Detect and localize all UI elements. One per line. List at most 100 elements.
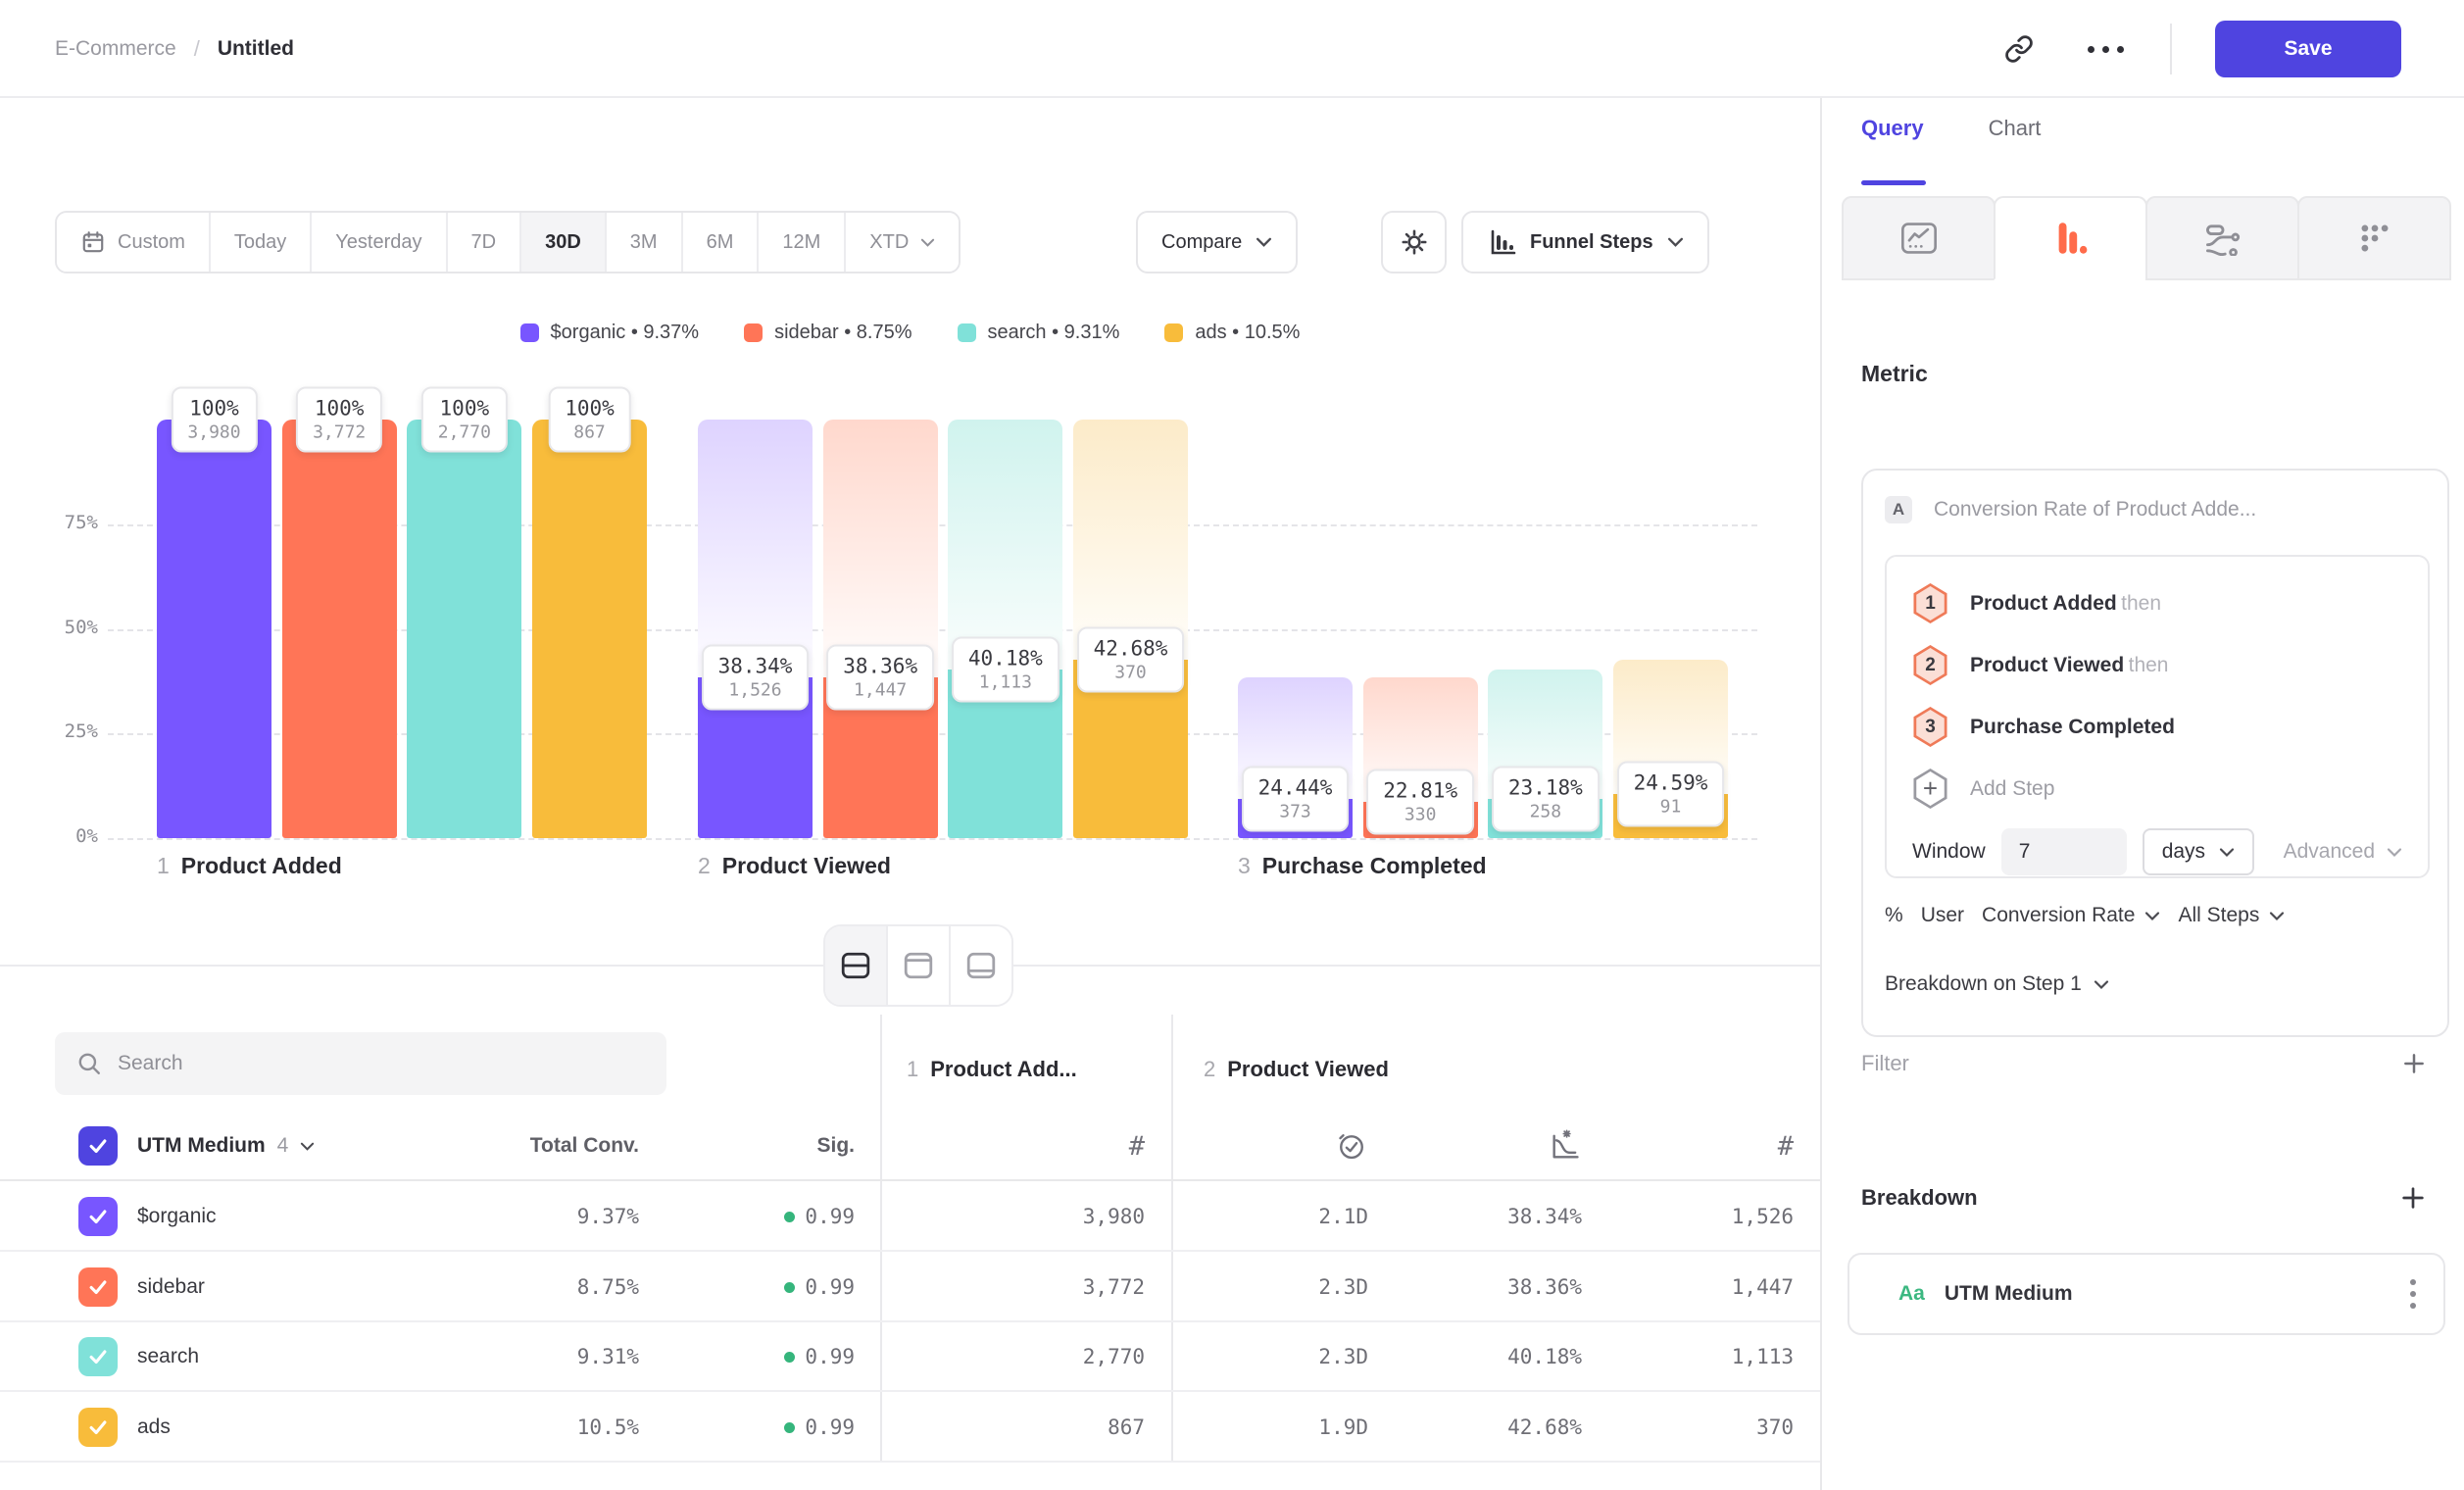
date-tab-6m[interactable]: 6M <box>683 213 760 272</box>
funnel-bar-search-step1[interactable] <box>407 420 521 838</box>
legend-swatch <box>520 323 539 342</box>
add-step-button[interactable]: + Add Step <box>1887 758 2428 820</box>
date-tab-30d[interactable]: 30D <box>521 213 607 272</box>
badge-percent: 23.18% <box>1508 776 1583 800</box>
step-label-3: 3Purchase Completed <box>1238 853 1487 879</box>
funnel-steps-icon <box>1487 227 1516 257</box>
active-tab-underline <box>1861 180 1926 185</box>
select-all-checkbox[interactable] <box>78 1126 118 1166</box>
save-button[interactable]: Save <box>2215 21 2401 77</box>
window-unit-select[interactable]: days <box>2143 828 2254 875</box>
table-search <box>55 1032 666 1095</box>
date-tab-today[interactable]: Today <box>211 213 312 272</box>
kebab-menu-icon[interactable] <box>2410 1279 2416 1309</box>
legend-item-sidebar[interactable]: sidebar • 8.75% <box>744 322 912 344</box>
badge-count: 1,526 <box>718 680 793 701</box>
query-step-name: Purchase Completed <box>1970 716 2175 738</box>
tab-flows-report[interactable] <box>2145 196 2299 280</box>
query-step-2[interactable]: 2Product Viewed then <box>1887 634 2428 696</box>
badge-percent: 100% <box>438 397 491 421</box>
copy-link-button[interactable] <box>1997 27 2041 71</box>
tab-chart[interactable]: Chart <box>1989 116 2042 161</box>
add-filter-button[interactable] <box>2401 1051 2427 1076</box>
top-bar: E-Commerce / Untitled Save <box>0 0 2464 98</box>
count-metric-header[interactable]: # <box>1778 1111 1794 1181</box>
step1-count: 3,772 <box>1083 1252 1145 1322</box>
step-title: Product Add... <box>930 1057 1077 1082</box>
funnel-ghost-bar <box>1073 420 1188 660</box>
measure-user-label[interactable]: User <box>1921 904 1964 927</box>
tab-insights-report[interactable] <box>1842 196 1996 280</box>
step-label-2: 2Product Viewed <box>698 853 891 879</box>
row-checkbox[interactable] <box>78 1408 118 1447</box>
search-input[interactable] <box>118 1052 645 1075</box>
table-row-organic[interactable]: $organic9.37%0.993,9802.1D38.34%1,526 <box>0 1181 1820 1252</box>
funnel-bar-sidebar-step1[interactable] <box>282 420 397 838</box>
sig-dot-icon <box>784 1282 795 1293</box>
chevron-down-icon <box>1667 236 1684 248</box>
add-breakdown-button[interactable] <box>2399 1184 2427 1212</box>
time-to-convert-header[interactable] <box>1335 1111 1368 1181</box>
tab-retention-report[interactable] <box>2297 196 2451 280</box>
breakdown-item[interactable]: Aa UTM Medium <box>1848 1253 2445 1335</box>
conversion-rate-header[interactable] <box>1549 1111 1582 1181</box>
legend-item-organic[interactable]: $organic • 9.37% <box>520 322 700 344</box>
measure-scope-dropdown[interactable]: All Steps <box>2178 904 2285 927</box>
metric-summary-row[interactable]: A Conversion Rate of Product Adde... <box>1885 496 2256 523</box>
count-metric-header[interactable]: # <box>1129 1111 1145 1181</box>
badge-count: 373 <box>1258 801 1333 821</box>
date-tab-yesterday[interactable]: Yesterday <box>312 213 447 272</box>
ellipsis-icon <box>2088 46 2124 53</box>
table-step2-header[interactable]: 2 Product Viewed <box>1204 1057 1389 1082</box>
funnel-bar-organic-step1[interactable] <box>157 420 271 838</box>
total-conv-header[interactable]: Total Conv. <box>530 1111 639 1181</box>
chart-settings-button[interactable] <box>1381 211 1447 273</box>
query-step-3[interactable]: 3Purchase Completed <box>1887 696 2428 758</box>
advanced-label: Advanced <box>2284 840 2375 864</box>
funnel-bar-ads-step1[interactable] <box>532 420 647 838</box>
total-conv-value: 8.75% <box>577 1252 639 1322</box>
date-tab-custom[interactable]: Custom <box>57 213 211 272</box>
layout-option-2[interactable] <box>951 926 1011 1005</box>
layout-option-0[interactable] <box>825 926 888 1005</box>
breakdown-column-header[interactable]: UTM Medium 4 <box>137 1111 315 1181</box>
funnel-steps-list: 1Product Added then2Product Viewed then3… <box>1887 572 2428 758</box>
check-icon <box>87 1135 109 1157</box>
table-row-sidebar[interactable]: sidebar8.75%0.993,7722.3D38.36%1,447 <box>0 1252 1820 1322</box>
y-axis-tick: 50% <box>29 617 98 638</box>
date-tab-3m[interactable]: 3M <box>607 213 683 272</box>
date-tab-12m[interactable]: 12M <box>759 213 846 272</box>
date-tab-xtd[interactable]: XTD <box>846 213 959 272</box>
table-row-ads[interactable]: ads10.5%0.998671.9D42.68%370 <box>0 1392 1820 1463</box>
row-checkbox[interactable] <box>78 1267 118 1307</box>
chevron-down-icon <box>2144 911 2160 921</box>
advanced-toggle[interactable]: Advanced <box>2284 840 2402 864</box>
tab-query[interactable]: Query <box>1861 116 1924 161</box>
legend-swatch <box>958 323 976 342</box>
measure-type-dropdown[interactable]: Conversion Rate <box>1982 904 2160 927</box>
legend-item-search[interactable]: search • 9.31% <box>958 322 1120 344</box>
table-row-search[interactable]: search9.31%0.992,7702.3D40.18%1,113 <box>0 1321 1820 1392</box>
chart-type-button[interactable]: Funnel Steps <box>1461 211 1709 273</box>
legend-item-ads[interactable]: ads • 10.5% <box>1164 322 1300 344</box>
query-step-1[interactable]: 1Product Added then <box>1887 572 2428 634</box>
layout-option-1[interactable] <box>888 926 951 1005</box>
compare-button[interactable]: Compare <box>1136 211 1298 273</box>
more-options-button[interactable] <box>2084 27 2127 71</box>
tab-funnels-report[interactable] <box>1994 196 2147 280</box>
string-type-icon: Aa <box>1898 1282 1925 1306</box>
row-checkbox[interactable] <box>78 1337 118 1376</box>
breadcrumb-report-title[interactable]: Untitled <box>218 37 294 61</box>
window-value-input[interactable] <box>2001 828 2127 875</box>
chart-type-label: Funnel Steps <box>1530 231 1653 254</box>
sig-header[interactable]: Sig. <box>816 1111 855 1181</box>
measure-scope-label: All Steps <box>2178 904 2259 927</box>
table-step1-header[interactable]: 1 Product Add... <box>907 1057 1077 1082</box>
row-checkbox[interactable] <box>78 1197 118 1236</box>
date-tab-7d[interactable]: 7D <box>448 213 522 272</box>
window-unit-label: days <box>2162 840 2205 864</box>
y-axis-tick: 75% <box>29 512 98 533</box>
breadcrumb-project[interactable]: E-Commerce <box>55 37 176 61</box>
breakdown-on-step-dropdown[interactable]: Breakdown on Step 1 <box>1885 972 2109 996</box>
filter-section-header: Filter <box>1861 1051 2427 1076</box>
